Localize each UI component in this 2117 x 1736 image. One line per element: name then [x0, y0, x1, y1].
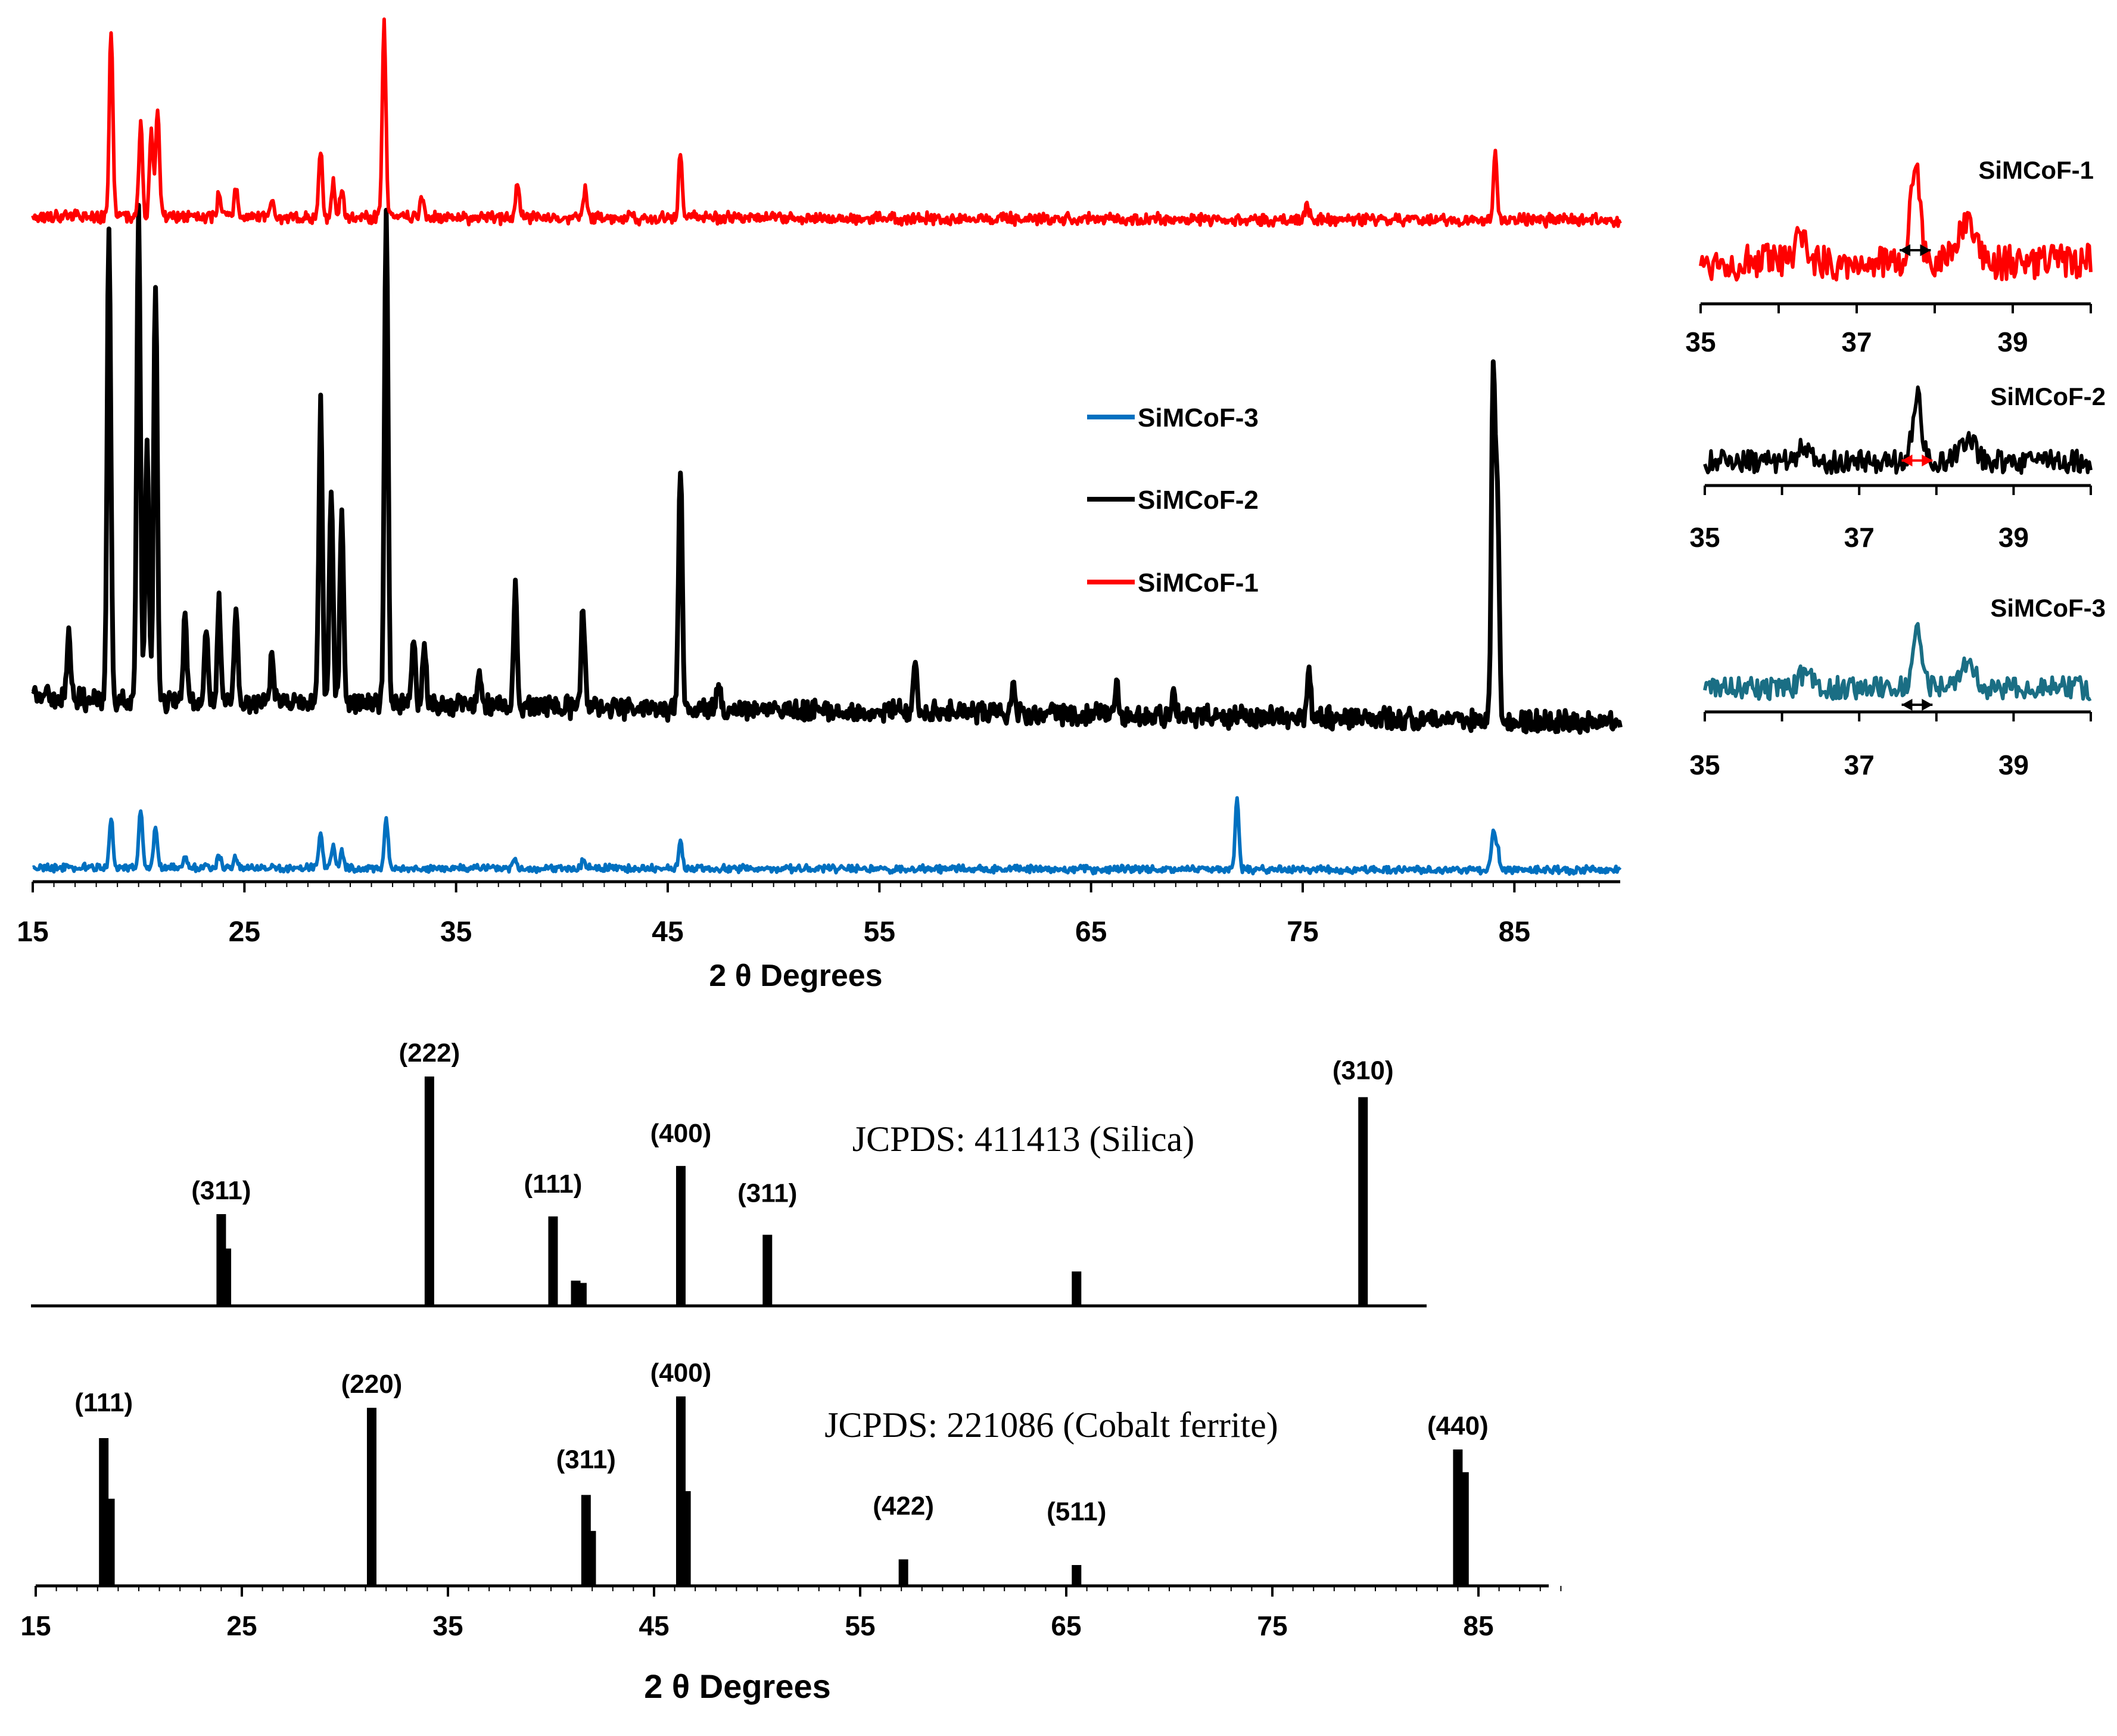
- inset-line-simcof-2: [1703, 385, 2093, 475]
- ref-x-axis-title: 2 θ Degrees: [644, 1667, 831, 1705]
- reference-stick: [548, 1216, 558, 1306]
- inset-fwhm-arrowhead: [1922, 699, 1933, 711]
- inset-tick-label-37: 37: [1844, 522, 1875, 553]
- series-line-simcof-3: [32, 796, 1622, 876]
- x-tick-label-35: 35: [440, 916, 472, 948]
- reference-stick: [1358, 1097, 1368, 1306]
- x-tick-label-65: 65: [1075, 916, 1107, 948]
- inset-tick-label-35: 35: [1689, 522, 1720, 553]
- inset-tick-label-35: 35: [1689, 749, 1720, 780]
- ref-x-tick-label-85: 85: [1463, 1610, 1493, 1641]
- inset-tick-label-39: 39: [1997, 326, 2028, 357]
- inset-line-simcof-3: [1703, 622, 2092, 701]
- reference-stick: [366, 1408, 376, 1586]
- inset-tick-label-39: 39: [1998, 749, 2029, 780]
- inset-fwhm-arrowhead: [1922, 455, 1933, 466]
- hkl-label: (111): [524, 1169, 583, 1199]
- ref-x-tick-label-45: 45: [639, 1610, 669, 1641]
- reference-stick: [762, 1234, 773, 1306]
- ref-x-tick-label-65: 65: [1051, 1610, 1081, 1641]
- inset-line-simcof-1: [1699, 162, 2093, 282]
- x-tick-label-25: 25: [229, 916, 260, 948]
- ref-x-tick-label-55: 55: [845, 1610, 875, 1641]
- inset-tick-label-35: 35: [1685, 326, 1716, 357]
- reference-stick: [577, 1283, 587, 1306]
- inset-fwhm-arrowhead: [1920, 244, 1931, 256]
- series-line-simcof-1: [31, 17, 1622, 229]
- inset-fwhm-arrowhead: [1901, 699, 1913, 711]
- reference-stick: [586, 1530, 596, 1586]
- reference-stick: [675, 1166, 686, 1306]
- x-tick-label-85: 85: [1499, 916, 1530, 948]
- reference-stick: [1072, 1271, 1082, 1306]
- hkl-label: (311): [737, 1179, 797, 1208]
- hkl-label: (422): [873, 1491, 934, 1520]
- hkl-label: (310): [1333, 1056, 1394, 1085]
- reference-stick: [1072, 1565, 1082, 1586]
- ref-x-tick-label-35: 35: [432, 1610, 463, 1641]
- inset-tick-label-37: 37: [1844, 749, 1875, 780]
- reference-stick: [222, 1248, 232, 1306]
- reference-stick: [898, 1559, 908, 1586]
- hkl-label: (222): [399, 1038, 460, 1068]
- inset-fwhm-arrowhead: [1901, 455, 1913, 466]
- ref-x-tick-label-75: 75: [1257, 1610, 1287, 1641]
- inset-title-simcof-1: SiMCoF-1: [1978, 156, 2094, 184]
- reference-stick: [105, 1498, 115, 1586]
- x-tick-label-15: 15: [17, 916, 48, 948]
- inset-tick-label-37: 37: [1841, 326, 1872, 357]
- main-xrd-plot: 15 25 35 45 55 65 75 85 2 θ Degrees: [17, 17, 1623, 993]
- legend-label-simcof-1: SiMCoF-1: [1138, 568, 1259, 598]
- inset-fwhm-arrowhead: [1900, 244, 1911, 256]
- reference-title-1: JCPDS: 411413 (Silica): [852, 1119, 1194, 1159]
- legend-label-simcof-3: SiMCoF-3: [1138, 403, 1259, 433]
- reference-stick: [424, 1077, 434, 1306]
- reference-title-2: JCPDS: 221086 (Cobalt ferrite): [824, 1405, 1278, 1445]
- legend-label-simcof-2: SiMCoF-2: [1138, 486, 1259, 515]
- hkl-label: (111): [74, 1388, 133, 1417]
- reference-stick: [681, 1491, 691, 1586]
- inset-plots: 35 37 39 SiMCoF-1 35 37 39 SiMCoF-2 35 37 39 SiMCoF…: [1685, 156, 2106, 780]
- ref-x-tick-label-25: 25: [226, 1610, 257, 1641]
- inset-title-simcof-3: SiMCoF-3: [1990, 594, 2106, 622]
- reference-stick: [1459, 1472, 1469, 1586]
- inset-tick-label-39: 39: [1998, 522, 2029, 553]
- x-tick-label-45: 45: [652, 916, 683, 948]
- x-tick-label-55: 55: [864, 916, 895, 948]
- x-axis-title: 2 θ Degrees: [709, 959, 882, 993]
- reference-patterns: (311) (222) (111) (400) (311) (310) JCPDS: 411…: [20, 1038, 1562, 1705]
- hkl-label: (400): [650, 1119, 712, 1148]
- legend: SiMCoF-3 SiMCoF-2 SiMCoF-1: [1087, 403, 1259, 598]
- hkl-label: (311): [191, 1176, 251, 1205]
- x-tick-label-75: 75: [1287, 916, 1318, 948]
- series-line-simcof-2: [31, 203, 1623, 735]
- hkl-label: (311): [556, 1445, 616, 1474]
- ref-x-tick-label-15: 15: [20, 1610, 51, 1641]
- hkl-label: (511): [1047, 1497, 1106, 1526]
- hkl-label: (440): [1427, 1411, 1489, 1441]
- hkl-label: (400): [650, 1358, 712, 1387]
- inset-title-simcof-2: SiMCoF-2: [1990, 382, 2106, 410]
- hkl-label: (220): [341, 1370, 403, 1399]
